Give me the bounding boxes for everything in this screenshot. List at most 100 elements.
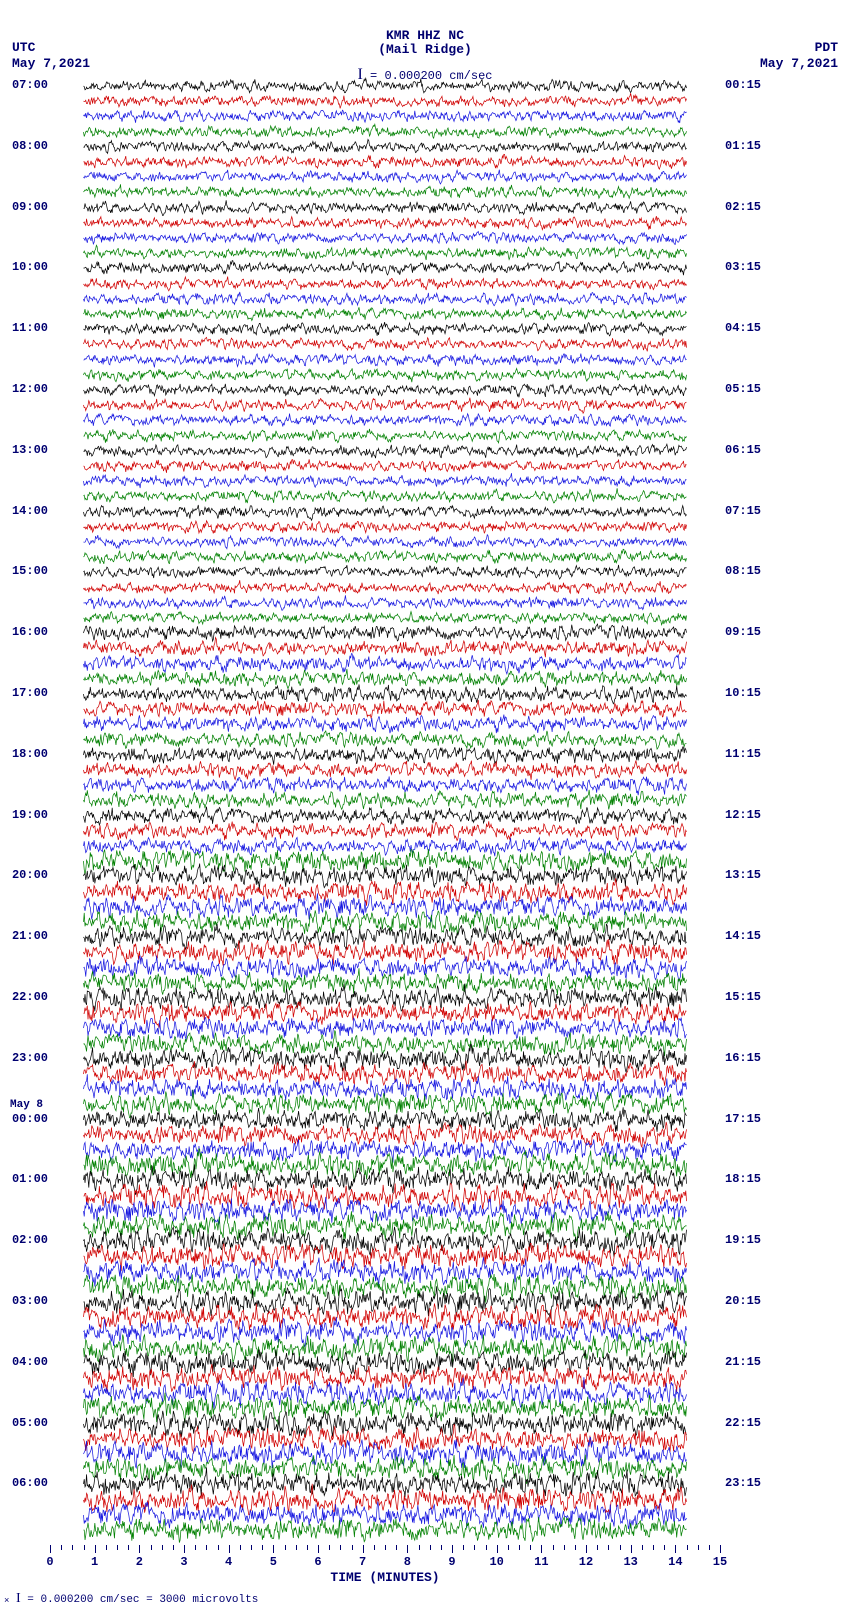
x-minor-tick xyxy=(553,1545,554,1550)
x-minor-tick xyxy=(218,1545,219,1550)
trace-row xyxy=(50,511,720,512)
pdt-time-label: 06:15 xyxy=(725,443,761,457)
pdt-time-label: 07:15 xyxy=(725,504,761,518)
x-minor-tick xyxy=(463,1545,464,1550)
trace-row xyxy=(50,571,720,572)
x-tick-label: 1 xyxy=(91,1555,98,1569)
trace-row xyxy=(50,85,720,86)
x-minor-tick xyxy=(385,1545,386,1550)
x-minor-tick xyxy=(530,1545,531,1550)
x-minor-tick xyxy=(519,1545,520,1550)
x-minor-tick xyxy=(653,1545,654,1550)
trace-row xyxy=(50,1407,720,1408)
pdt-time-label: 20:15 xyxy=(725,1294,761,1308)
x-minor-tick xyxy=(307,1545,308,1550)
trace-row xyxy=(50,1134,720,1135)
footer-text: = 0.000200 cm/sec = 3000 microvolts xyxy=(27,1594,258,1606)
trace-row xyxy=(50,495,720,496)
x-minor-tick xyxy=(474,1545,475,1550)
utc-time-label: 21:00 xyxy=(10,929,48,943)
trace-row xyxy=(50,1514,720,1515)
trace-row xyxy=(50,146,720,147)
pdt-time-label: 11:15 xyxy=(725,747,761,761)
trace-row xyxy=(50,769,720,770)
utc-time-label: 16:00 xyxy=(10,625,48,639)
x-tick xyxy=(184,1545,185,1553)
trace-row xyxy=(50,754,720,755)
trace-row xyxy=(50,1377,720,1378)
x-minor-tick xyxy=(620,1545,621,1550)
trace-row xyxy=(50,1499,720,1500)
trace-row xyxy=(50,951,720,952)
trace-row xyxy=(50,1271,720,1272)
trace-row xyxy=(50,1392,720,1393)
trace-row xyxy=(50,693,720,694)
x-minor-tick xyxy=(106,1545,107,1550)
x-tick xyxy=(452,1545,453,1553)
x-minor-tick xyxy=(664,1545,665,1550)
x-minor-tick xyxy=(329,1545,330,1550)
utc-time-label: 09:00 xyxy=(10,200,48,214)
trace-row xyxy=(50,526,720,527)
x-tick-label: 14 xyxy=(668,1555,682,1569)
trace-row xyxy=(50,587,720,588)
trace-row xyxy=(50,982,720,983)
trace-row xyxy=(50,1255,720,1256)
x-minor-tick xyxy=(508,1545,509,1550)
utc-time-label: 05:00 xyxy=(10,1416,48,1430)
trace-row xyxy=(50,252,720,253)
trace-row xyxy=(50,283,720,284)
x-minor-tick xyxy=(285,1545,286,1550)
x-minor-tick xyxy=(419,1545,420,1550)
x-minor-tick xyxy=(687,1545,688,1550)
trace-row xyxy=(50,1195,720,1196)
trace-row xyxy=(50,1073,720,1074)
trace-row xyxy=(50,602,720,603)
pdt-time-label: 00:15 xyxy=(725,78,761,92)
pdt-time-label: 14:15 xyxy=(725,929,761,943)
x-tick xyxy=(541,1545,542,1553)
tz-left: UTC xyxy=(12,40,35,55)
trace-row xyxy=(50,891,720,892)
x-minor-tick xyxy=(84,1545,85,1550)
pdt-time-label: 01:15 xyxy=(725,139,761,153)
x-minor-tick xyxy=(352,1545,353,1550)
date-right: May 7,2021 xyxy=(760,56,838,71)
x-tick-label: 11 xyxy=(534,1555,548,1569)
x-minor-tick xyxy=(262,1545,263,1550)
utc-time-label: 10:00 xyxy=(10,260,48,274)
trace-row xyxy=(50,343,720,344)
utc-time-label: 18:00 xyxy=(10,747,48,761)
x-minor-tick xyxy=(430,1545,431,1550)
trace-row xyxy=(50,1347,720,1348)
x-minor-tick xyxy=(709,1545,710,1550)
trace-row xyxy=(50,1468,720,1469)
x-tick-label: 13 xyxy=(623,1555,637,1569)
trace-row xyxy=(50,1058,720,1059)
trace-row xyxy=(50,556,720,557)
x-tick-label: 7 xyxy=(359,1555,366,1569)
x-axis: TIME (MINUTES) 0123456789101112131415 xyxy=(50,1545,720,1585)
trace-row xyxy=(50,328,720,329)
trace-row xyxy=(50,967,720,968)
x-tick-label: 10 xyxy=(489,1555,503,1569)
pdt-time-label: 13:15 xyxy=(725,868,761,882)
trace-row xyxy=(50,647,720,648)
trace-row xyxy=(50,906,720,907)
x-tick xyxy=(720,1545,721,1553)
trace-row xyxy=(50,799,720,800)
x-minor-tick xyxy=(128,1545,129,1550)
trace-row xyxy=(50,1316,720,1317)
x-tick xyxy=(586,1545,587,1553)
x-minor-tick xyxy=(597,1545,598,1550)
utc-time-label: 06:00 xyxy=(10,1476,48,1490)
trace-row xyxy=(50,465,720,466)
x-tick xyxy=(631,1545,632,1553)
trace-row xyxy=(50,1529,720,1530)
trace-row xyxy=(50,1362,720,1363)
utc-time-label: 02:00 xyxy=(10,1233,48,1247)
pdt-time-label: 19:15 xyxy=(725,1233,761,1247)
utc-time-label: 12:00 xyxy=(10,382,48,396)
x-tick xyxy=(95,1545,96,1553)
utc-time-label: 08:00 xyxy=(10,139,48,153)
